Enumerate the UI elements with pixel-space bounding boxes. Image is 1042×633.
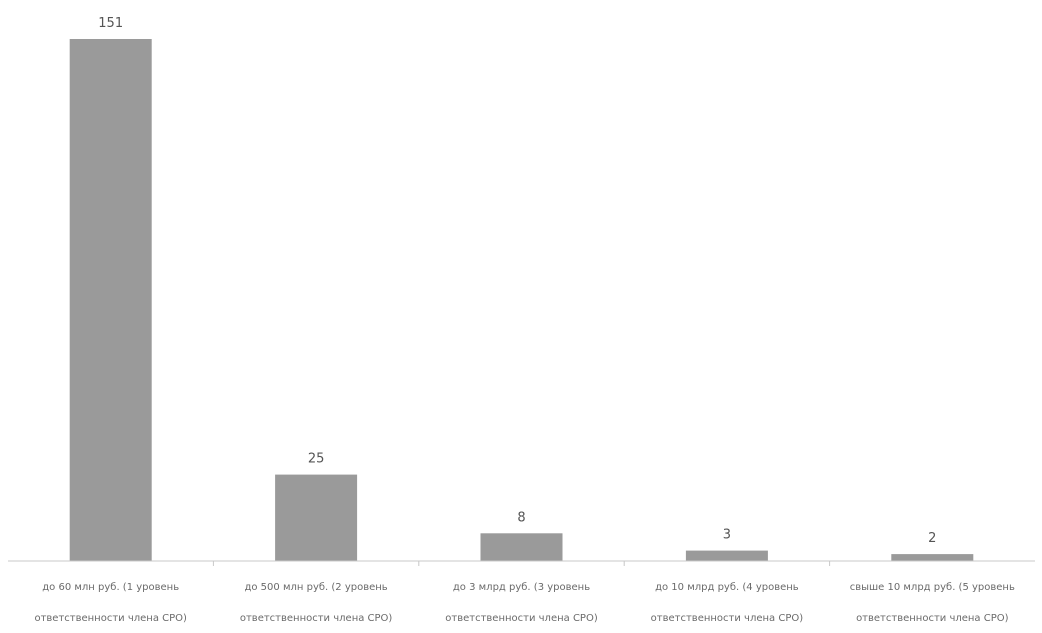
bar-1 (69, 39, 152, 561)
x-axis-tick-labels: до 60 млн руб. (1 уровень ответственности… (34, 561, 1015, 624)
x-tick-label-5: свыше 10 млрд руб. (5 уровень ответственн… (850, 582, 1015, 624)
x-tick-label-3-line-2: ответственности члена СРО) (445, 613, 598, 624)
data-label-5: 2 (928, 531, 936, 546)
data-label-1: 151 (98, 16, 123, 31)
x-tick-label-4-line-1: до 10 млрд руб. (4 уровень (655, 582, 799, 593)
x-tick-label-2-line-2: ответственности члена СРО) (240, 613, 393, 624)
x-tick-label-1: до 60 млн руб. (1 уровень ответственности… (34, 582, 187, 624)
x-tick-label-4: до 10 млрд руб. (4 уровень ответственност… (651, 582, 804, 624)
x-tick-label-2: до 500 млн руб. (2 уровень ответственност… (240, 582, 393, 624)
data-label-2: 25 (308, 452, 325, 467)
data-label-4: 3 (723, 528, 731, 543)
x-tick-label-2-line-1: до 500 млн руб. (2 уровень (244, 582, 387, 593)
bar-5 (891, 554, 974, 561)
x-tick-label-3: до 3 млрд руб. (3 уровень ответственности… (445, 582, 598, 624)
x-tick-label-5-line-1: свыше 10 млрд руб. (5 уровень (850, 582, 1015, 593)
bar-4 (685, 550, 768, 561)
x-tick-label-3-line-1: до 3 млрд руб. (3 уровень (453, 582, 590, 593)
x-tick-label-5-line-2: ответственности члена СРО) (856, 613, 1009, 624)
x-tick-label-4-line-2: ответственности члена СРО) (651, 613, 804, 624)
bar-3 (480, 533, 563, 561)
data-labels-layer: 151 25 8 3 2 (98, 16, 936, 546)
bars-layer (69, 39, 974, 561)
x-tick-label-1-line-1: до 60 млн руб. (1 уровень (42, 582, 179, 593)
bar-2 (275, 474, 358, 561)
data-label-3: 8 (517, 510, 525, 525)
x-tick-label-1-line-2: ответственности члена СРО) (34, 613, 187, 624)
